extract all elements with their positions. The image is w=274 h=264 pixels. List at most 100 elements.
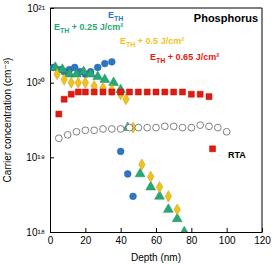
y-tick: 10¹⁸ — [26, 227, 54, 238]
marker — [126, 124, 133, 131]
marker — [117, 89, 123, 100]
series — [54, 69, 181, 216]
x-tick: 60 — [151, 228, 163, 246]
marker — [57, 64, 67, 73]
marker — [61, 74, 67, 85]
marker — [75, 89, 81, 95]
marker — [75, 77, 81, 88]
marker — [210, 146, 216, 152]
marker — [124, 171, 131, 178]
y-axis: 10¹⁸ 10¹⁹ 10²⁰ 10²¹ — [26, 3, 54, 238]
marker — [180, 89, 186, 95]
y-tick-label: 10²¹ — [27, 3, 45, 14]
marker — [188, 91, 194, 97]
x-tick-mark — [121, 228, 122, 232]
marker — [153, 124, 160, 131]
marker — [171, 89, 177, 95]
marker — [156, 181, 162, 192]
marker — [162, 89, 168, 95]
marker — [91, 127, 98, 134]
x-tick-label: 20 — [80, 235, 92, 246]
frame-right — [262, 8, 263, 232]
marker — [197, 91, 203, 97]
marker — [82, 77, 88, 88]
marker — [68, 91, 74, 97]
marker — [55, 135, 62, 142]
y-tick-label: 10¹⁸ — [26, 227, 45, 238]
x-tick-label: 60 — [151, 235, 163, 246]
x-tick: 80 — [186, 228, 198, 246]
marker — [197, 122, 204, 129]
series — [50, 58, 136, 199]
marker — [117, 126, 124, 133]
marker — [223, 128, 230, 135]
marker — [100, 74, 110, 83]
y-tick-label: 10¹⁹ — [26, 152, 45, 163]
marker — [130, 193, 137, 200]
series-label: ETH — [108, 10, 123, 22]
y-tick: 10²¹ — [27, 3, 54, 14]
y-tick-mark — [50, 83, 54, 84]
x-tick-label: 40 — [116, 235, 128, 246]
marker — [109, 89, 115, 95]
marker — [144, 124, 151, 131]
marker — [174, 204, 180, 215]
y-tick: 10²⁰ — [27, 77, 54, 88]
marker — [214, 124, 221, 131]
marker — [109, 84, 115, 95]
marker — [135, 124, 142, 131]
x-tick-label: 120 — [254, 235, 271, 246]
y-tick-mark — [50, 157, 54, 158]
marker — [94, 64, 101, 71]
x-tick-label: 0 — [48, 235, 54, 246]
marker — [147, 171, 153, 182]
marker — [100, 89, 106, 95]
y-tick-label: 10²⁰ — [27, 77, 45, 88]
x-tick-label: 80 — [186, 235, 198, 246]
marker — [127, 89, 133, 95]
marker — [86, 68, 96, 77]
marker — [82, 89, 88, 95]
marker — [108, 58, 115, 65]
x-axis: 0 20 40 60 80 100 120 — [48, 228, 272, 246]
marker — [135, 89, 141, 95]
marker — [188, 124, 195, 131]
chart: 0 20 40 60 80 100 120 10¹⁸ 10¹⁹ 10²⁰ 10²¹ Phosphoru… — [0, 0, 274, 264]
marker — [56, 111, 62, 117]
marker — [118, 89, 124, 95]
frame-top — [50, 8, 262, 9]
x-axis-title: Depth (nm) — [131, 252, 181, 263]
x-tick-label: 100 — [219, 235, 236, 246]
marker — [91, 89, 97, 95]
y-axis-line — [50, 9, 51, 233]
series-label: RTA — [228, 150, 246, 160]
marker — [163, 204, 173, 213]
title: Phosphorus — [194, 12, 258, 24]
x-tick: 20 — [80, 228, 92, 246]
x-tick-mark — [85, 228, 86, 232]
marker — [93, 71, 103, 80]
marker — [61, 96, 67, 102]
marker — [50, 62, 60, 71]
marker — [139, 159, 145, 170]
x-axis-line — [51, 232, 263, 233]
marker — [108, 126, 115, 133]
y-tick-mark — [50, 232, 54, 233]
marker — [123, 94, 129, 105]
marker — [82, 127, 89, 134]
marks — [50, 58, 230, 232]
marker — [179, 226, 189, 232]
x-tick-mark — [156, 228, 157, 232]
y-tick: 10¹⁹ — [26, 152, 54, 163]
plot: 0 20 40 60 80 100 120 10¹⁸ 10¹⁹ 10²⁰ 10²¹ Phosphoru… — [26, 3, 271, 246]
x-tick-mark — [227, 228, 228, 232]
marker — [101, 60, 108, 67]
y-axis-title: Carrier concentration (cm⁻³) — [2, 58, 13, 183]
marker — [179, 124, 186, 131]
x-tick: 120 — [254, 228, 271, 246]
series-label: ETH + 0.5 J/cm² — [120, 36, 184, 48]
marker — [64, 131, 71, 138]
marker — [165, 191, 171, 202]
marker — [161, 123, 168, 130]
marker — [153, 89, 159, 95]
